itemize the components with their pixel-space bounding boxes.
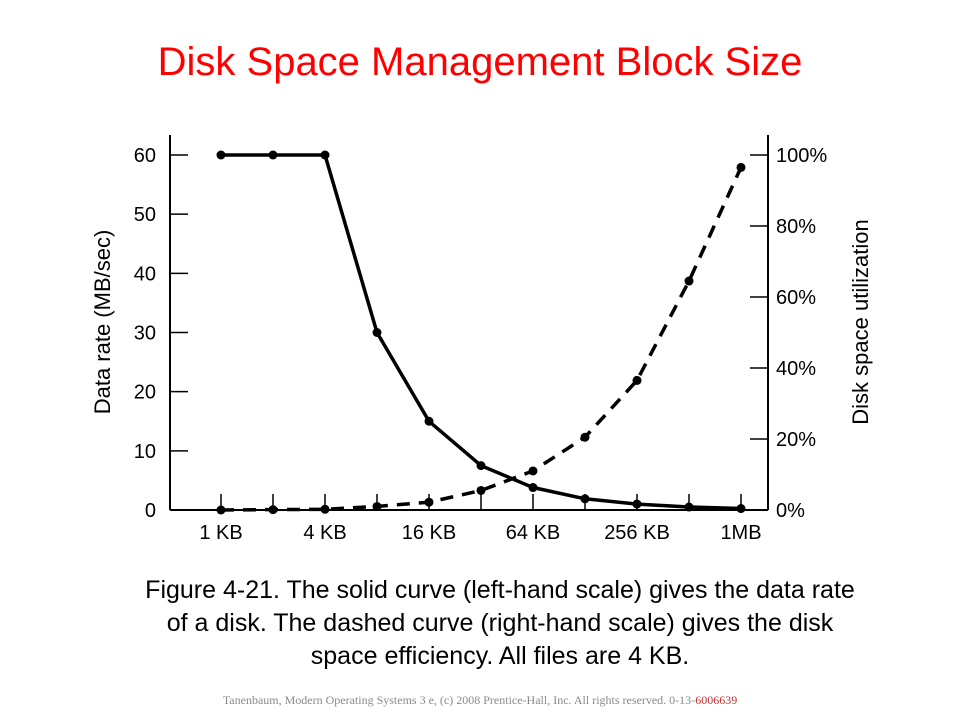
dashed-series-point bbox=[216, 505, 226, 515]
solid-series-point bbox=[320, 150, 330, 160]
copyright-footer: Tanenbaum, Modern Operating Systems 3 e,… bbox=[0, 693, 960, 708]
y-tick-label: 60 bbox=[134, 145, 156, 167]
y2-axis-title: Disk space utilization bbox=[848, 219, 873, 424]
x-tick-label: 1 KB bbox=[199, 522, 242, 544]
caption-line-3: space efficiency. All files are 4 KB. bbox=[310, 642, 690, 670]
dashed-series-point bbox=[632, 375, 642, 385]
y-tick-label: 40 bbox=[134, 263, 156, 285]
y-tick-label: 20 bbox=[134, 382, 156, 404]
solid-series-point bbox=[268, 150, 278, 160]
footer-isbn-tail: 6006639 bbox=[695, 693, 738, 707]
dashed-series-point bbox=[320, 504, 330, 514]
solid-series-point bbox=[476, 461, 486, 471]
dashed-series-point bbox=[424, 497, 434, 507]
y2-tick-label: 100% bbox=[776, 145, 827, 167]
chart-series bbox=[216, 150, 746, 515]
solid-series-point bbox=[216, 150, 226, 160]
footer-text: Tanenbaum, Modern Operating Systems 3 e,… bbox=[222, 693, 696, 707]
y2-tick-label: 20% bbox=[776, 429, 816, 451]
x-tick-label: 256 KB bbox=[604, 522, 670, 544]
dashed-series-point bbox=[736, 162, 746, 172]
y2-tick-label: 80% bbox=[776, 216, 816, 238]
solid-series-point bbox=[632, 499, 642, 509]
dashed-series-point bbox=[372, 501, 382, 511]
x-tick-label: 1MB bbox=[720, 522, 761, 544]
y2-tick-label: 0% bbox=[776, 500, 805, 522]
y-tick-label: 10 bbox=[134, 441, 156, 463]
y-tick-label: 0 bbox=[145, 500, 156, 522]
slide-title: Disk Space Management Block Size bbox=[157, 40, 803, 84]
dashed-series-point bbox=[476, 485, 486, 495]
caption-line-2: of a disk. The dashed curve (right-hand … bbox=[166, 609, 834, 637]
solid-series-point bbox=[684, 502, 694, 512]
y-tick-label: 50 bbox=[134, 204, 156, 226]
dashed-series-point bbox=[684, 276, 694, 286]
x-tick-label: 64 KB bbox=[506, 522, 560, 544]
x-tick-label: 4 KB bbox=[303, 522, 346, 544]
solid-series-point bbox=[580, 494, 590, 504]
solid-series-point bbox=[528, 483, 538, 493]
chart-ticks: 0 10 20 30 40 50 60 0% 20% 40% 60% 80% 100% 1 KB 4 KB 1… bbox=[134, 145, 828, 544]
dashed-series-point bbox=[580, 432, 590, 442]
caption-line-1: Figure 4-21. The solid curve (left-hand … bbox=[145, 576, 855, 604]
y2-tick-label: 60% bbox=[776, 287, 816, 309]
chart: 0 10 20 30 40 50 60 0% 20% 40% 60% 80% 100% 1 KB 4 KB 1… bbox=[90, 135, 873, 544]
y-tick-label: 30 bbox=[134, 323, 156, 345]
dashed-series-point bbox=[268, 505, 278, 515]
y2-tick-label: 40% bbox=[776, 358, 816, 380]
dashed-series-line bbox=[220, 166, 743, 512]
figure-caption: Figure 4-21. The solid curve (left-hand … bbox=[60, 574, 940, 673]
y-axis-title: Data rate (MB/sec) bbox=[90, 230, 115, 415]
dashed-series-point bbox=[528, 466, 538, 476]
solid-series-point bbox=[736, 504, 746, 514]
x-tick-label: 16 KB bbox=[402, 522, 456, 544]
solid-series-point bbox=[372, 328, 382, 337]
solid-series-point bbox=[424, 416, 434, 426]
